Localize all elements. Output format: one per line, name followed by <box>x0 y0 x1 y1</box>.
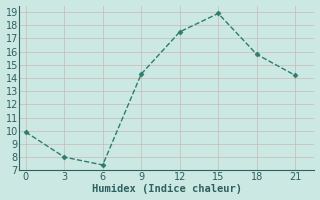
X-axis label: Humidex (Indice chaleur): Humidex (Indice chaleur) <box>92 184 242 194</box>
